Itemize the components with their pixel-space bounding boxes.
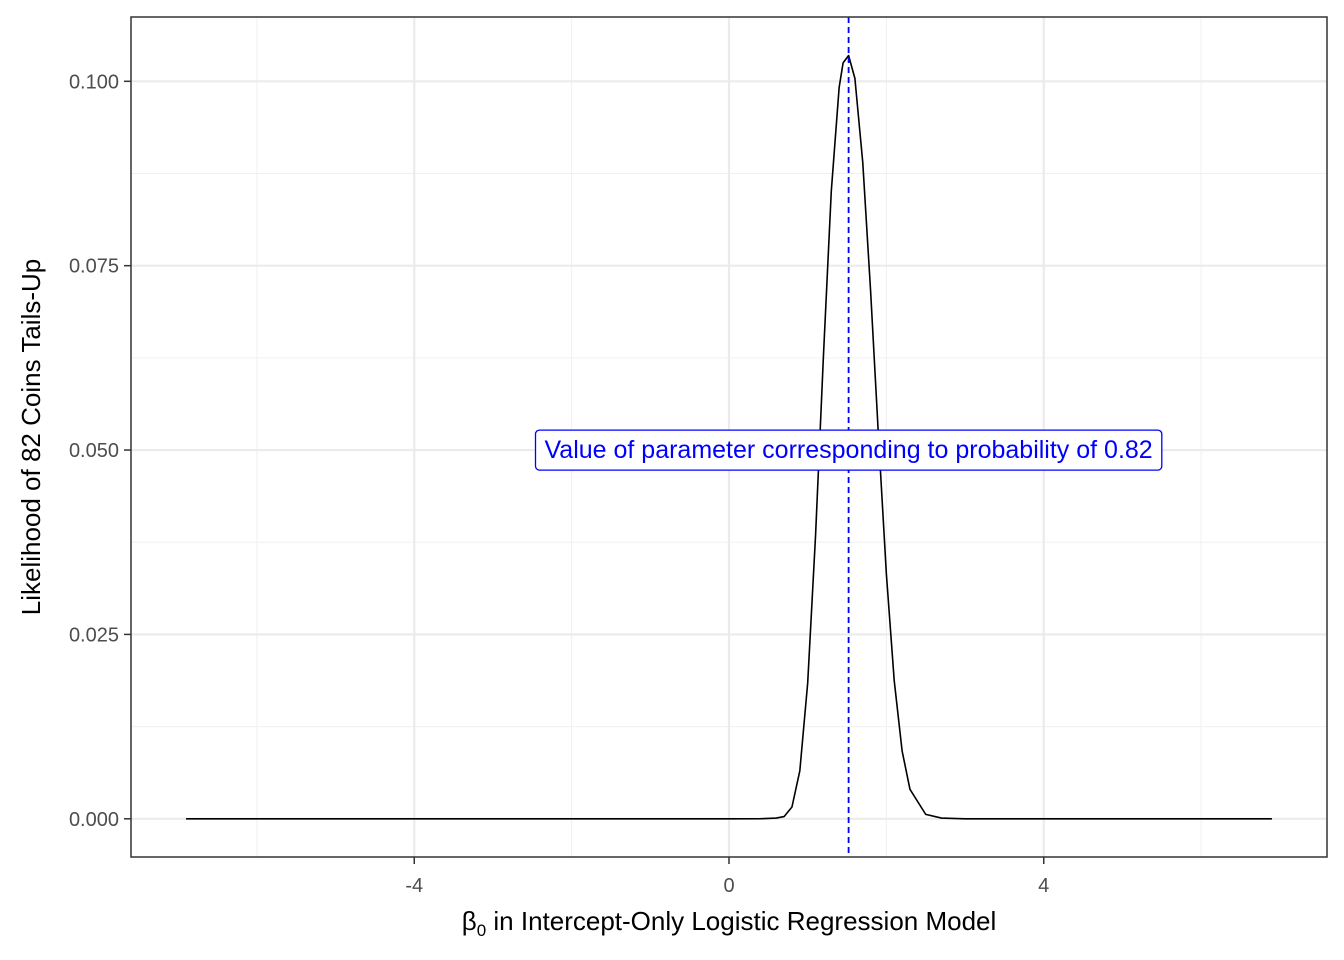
- annotation-text: Value of parameter corresponding to prob…: [544, 436, 1152, 464]
- y-tick-labels: 0.000 0.025 0.050 0.075 0.100: [69, 71, 119, 830]
- annotation-box: [534, 429, 1163, 471]
- likelihood-curve: [186, 54, 1272, 820]
- y-tick-label: 0.100: [69, 71, 119, 93]
- x-tick-label: -4: [405, 875, 423, 897]
- y-tick-label: 0.050: [69, 440, 119, 462]
- y-tick-label: 0.075: [69, 256, 119, 278]
- x-tick-labels: -4 0 4: [405, 875, 1049, 897]
- x-axis-title: β0 in Intercept-Only Logistic Regression…: [462, 906, 997, 940]
- y-tick-label: 0.000: [69, 809, 119, 831]
- x-axis-title-symbol: β: [462, 906, 477, 936]
- x-axis-title-subscript: 0: [477, 921, 486, 940]
- annotation-label: Value of parameter corresponding to prob…: [534, 429, 1163, 471]
- axis-ticks: [124, 80, 1045, 864]
- x-tick-label: 0: [723, 875, 734, 897]
- x-axis-title-text: in Intercept-Only Logistic Regression Mo…: [486, 906, 996, 936]
- x-tick-label: 4: [1038, 875, 1049, 897]
- panel-border: [130, 16, 1328, 858]
- y-axis-title: Likelihood of 82 Coins Tails-Up: [16, 259, 46, 616]
- y-tick-label: 0.025: [69, 624, 119, 646]
